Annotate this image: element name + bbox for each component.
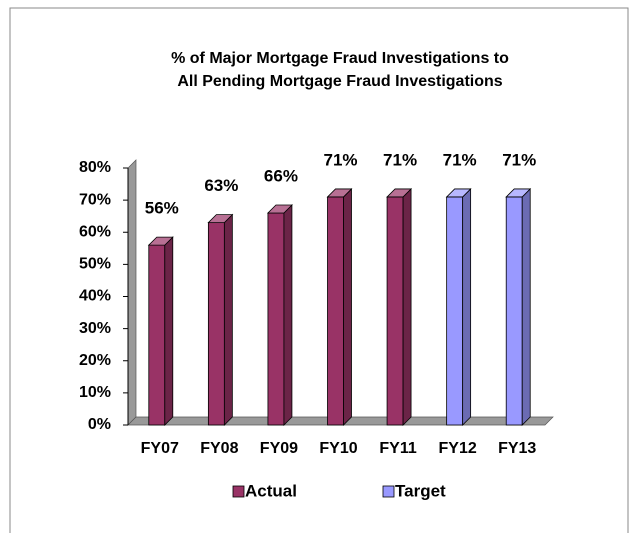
bar-front bbox=[148, 244, 166, 426]
bar-side bbox=[343, 187, 352, 426]
y-tick-label: 50% bbox=[79, 256, 111, 273]
bar bbox=[207, 213, 234, 426]
x-tick-label: FY08 bbox=[200, 440, 238, 457]
legend-label: Target bbox=[395, 481, 446, 500]
bar-side bbox=[223, 213, 233, 426]
x-tick-label: FY10 bbox=[319, 440, 357, 457]
y-tick-label: 10% bbox=[79, 384, 111, 401]
x-tick-label: FY11 bbox=[379, 440, 416, 457]
bar bbox=[386, 187, 413, 426]
bar-top bbox=[207, 214, 234, 224]
bar bbox=[445, 187, 472, 426]
y-tick-label: 40% bbox=[79, 288, 111, 305]
bar-front bbox=[446, 196, 464, 426]
y-tick-label: 0% bbox=[88, 416, 111, 433]
bar-top bbox=[386, 188, 413, 198]
bar bbox=[147, 236, 174, 426]
legend-swatch bbox=[232, 485, 245, 498]
chart-frame bbox=[9, 7, 629, 533]
bar-top bbox=[505, 188, 532, 198]
y-tick-label: 30% bbox=[79, 320, 111, 337]
bar bbox=[266, 204, 293, 426]
side-wall bbox=[127, 159, 137, 426]
bar-top bbox=[266, 204, 293, 214]
bar-side bbox=[164, 236, 174, 426]
chart-title: % of Major Mortgage Fraud Investigations… bbox=[171, 50, 509, 67]
data-label: 71% bbox=[383, 150, 417, 169]
bar-front bbox=[207, 222, 225, 426]
bar-front bbox=[505, 196, 523, 426]
bar-top bbox=[445, 188, 472, 198]
y-tick-label: 60% bbox=[79, 223, 111, 240]
bar bbox=[505, 187, 532, 426]
x-tick-label: FY09 bbox=[260, 440, 298, 457]
bar-front bbox=[327, 196, 344, 426]
legend-label: Actual bbox=[245, 481, 297, 500]
y-tick-label: 70% bbox=[79, 191, 111, 208]
x-tick-label: FY13 bbox=[498, 440, 536, 457]
bar-side bbox=[402, 187, 412, 426]
data-label: 56% bbox=[145, 199, 179, 218]
bar bbox=[326, 187, 353, 426]
data-label: 71% bbox=[502, 150, 536, 169]
data-label: 63% bbox=[204, 176, 238, 195]
x-tick-label: FY12 bbox=[439, 440, 477, 457]
bar-front bbox=[386, 196, 404, 426]
bar-top bbox=[326, 188, 353, 198]
bar-side bbox=[283, 204, 293, 426]
bar-side bbox=[462, 187, 472, 426]
bar-side bbox=[521, 187, 531, 426]
y-tick-label: 20% bbox=[79, 352, 111, 369]
bar-front bbox=[267, 212, 285, 426]
legend-swatch bbox=[382, 485, 395, 498]
y-tick-label: 80% bbox=[79, 159, 111, 176]
x-tick-label: FY07 bbox=[141, 440, 179, 457]
bar-top bbox=[147, 236, 174, 246]
data-label: 71% bbox=[443, 150, 477, 169]
chart-title: All Pending Mortgage Fraud Investigation… bbox=[177, 73, 502, 90]
data-label: 71% bbox=[323, 150, 357, 169]
data-label: 66% bbox=[264, 166, 298, 185]
